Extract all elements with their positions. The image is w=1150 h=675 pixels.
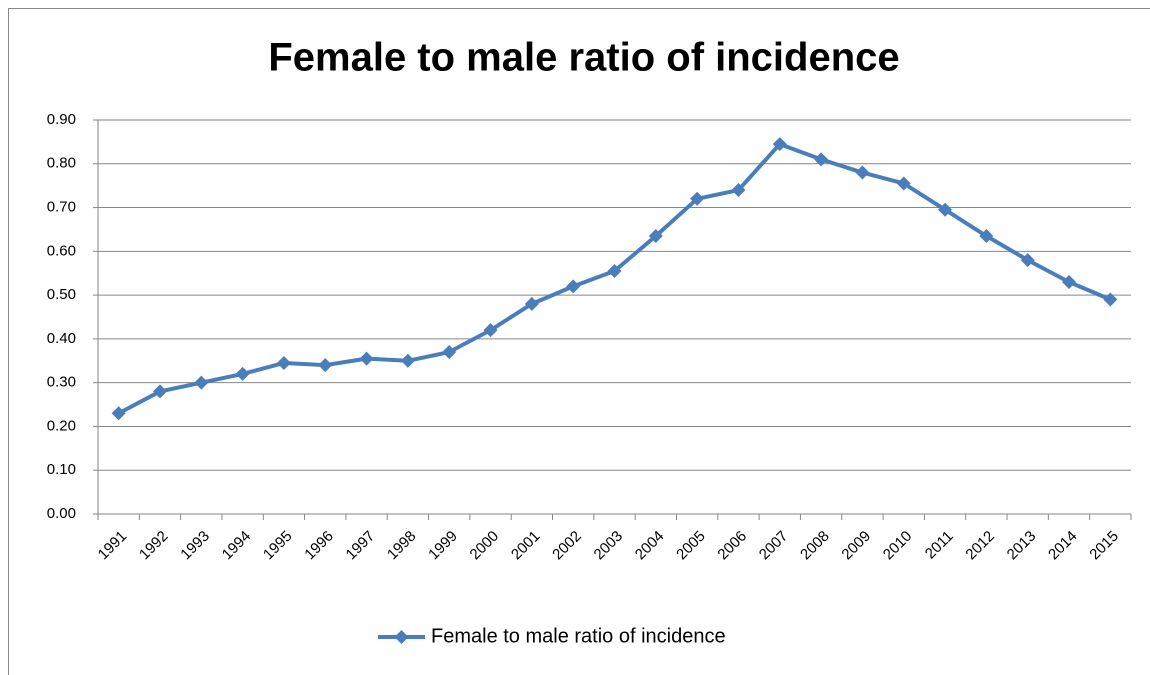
y-tick-label: 0.20 <box>47 417 76 434</box>
x-tick-label: 2014 <box>1045 528 1081 564</box>
x-tick-label: 1993 <box>177 528 213 564</box>
x-tick-label: 1997 <box>343 528 379 564</box>
data-point <box>400 353 415 368</box>
legend-label: Female to male ratio of incidence <box>431 625 726 647</box>
data-point <box>276 355 291 370</box>
x-tick-label: 2000 <box>467 528 503 564</box>
data-point <box>194 375 209 390</box>
chart-border <box>8 8 1150 675</box>
data-point <box>648 229 663 244</box>
x-tick-label: 2008 <box>797 528 833 564</box>
x-tick-label: 1994 <box>219 528 255 564</box>
data-point <box>607 264 622 279</box>
y-tick-label: 0.30 <box>47 374 76 391</box>
data-point <box>1103 292 1118 307</box>
x-tick-label: 2011 <box>922 528 957 563</box>
data-point <box>731 183 746 198</box>
x-tick-label: 2009 <box>838 528 874 564</box>
y-tick-label: 0.50 <box>47 286 76 303</box>
x-tick-label: 2002 <box>549 528 585 564</box>
data-point <box>318 358 333 373</box>
data-point <box>111 406 126 421</box>
data-point <box>152 384 167 399</box>
data-point <box>772 137 787 152</box>
x-tick-label: 2010 <box>880 528 916 564</box>
data-point <box>814 152 829 167</box>
data-point <box>1020 253 1035 268</box>
x-tick-label: 1999 <box>425 528 461 564</box>
chart-title: Female to male ratio of incidence <box>268 36 899 80</box>
x-tick-label: 1998 <box>384 528 420 564</box>
x-tick-label: 2006 <box>714 528 750 564</box>
x-tick-label: 1995 <box>260 528 296 564</box>
data-point <box>524 296 539 311</box>
data-point <box>566 279 581 294</box>
y-tick-label: 0.60 <box>47 242 76 259</box>
x-tick-label: 2013 <box>1004 528 1040 564</box>
data-point <box>855 165 870 180</box>
x-tick-label: 1996 <box>301 528 337 564</box>
y-tick-label: 0.10 <box>47 461 76 478</box>
x-tick-label: 2005 <box>673 528 709 564</box>
x-tick-label: 2003 <box>591 528 627 564</box>
series-line <box>117 142 1112 416</box>
x-tick-label: 2004 <box>632 528 668 564</box>
data-point <box>483 323 498 338</box>
y-tick-label: 0.90 <box>47 111 76 128</box>
y-tick-label: 0.40 <box>47 330 76 347</box>
x-tick-label: 2001 <box>508 528 544 564</box>
data-point <box>979 229 994 244</box>
data-point <box>235 366 250 381</box>
x-tick-label: 1992 <box>136 528 172 564</box>
y-tick-label: 0.70 <box>47 199 76 216</box>
legend-marker <box>394 630 409 644</box>
data-point <box>1062 274 1077 289</box>
data-point <box>938 202 953 217</box>
y-tick-label: 0.00 <box>47 505 76 522</box>
x-tick-label: 2015 <box>1086 528 1122 564</box>
y-tick-label: 0.80 <box>47 155 76 172</box>
data-point <box>442 345 457 360</box>
x-tick-label: 2012 <box>962 528 998 564</box>
data-point <box>896 176 911 191</box>
data-point <box>690 191 705 206</box>
x-tick-label: 1991 <box>95 528 131 564</box>
x-tick-label: 2007 <box>756 528 792 564</box>
data-point <box>359 351 374 366</box>
